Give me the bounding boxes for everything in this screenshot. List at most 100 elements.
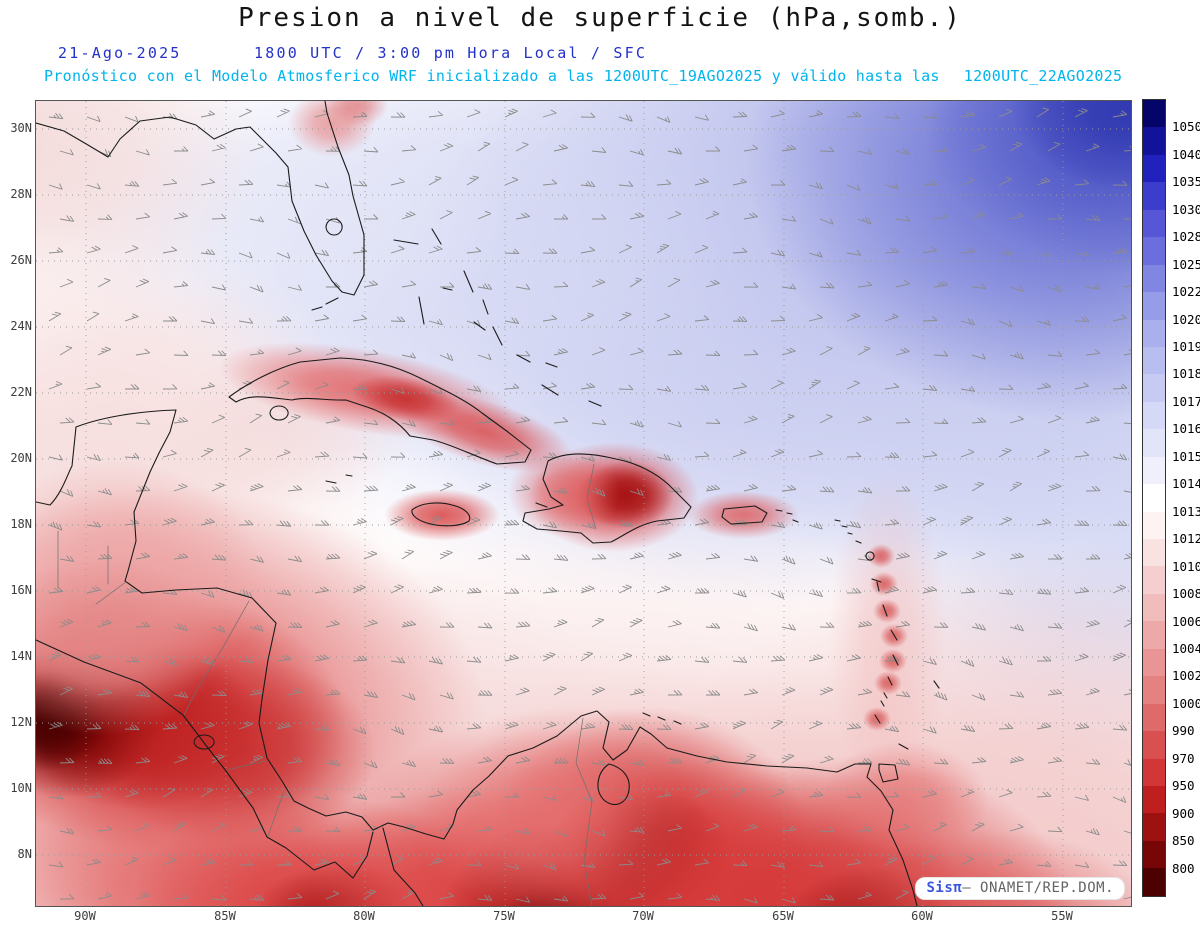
coastline-puerto-rico (721, 505, 768, 525)
lat-label: 30N (10, 121, 32, 135)
colorbar-segment (1143, 346, 1165, 375)
colorbar-segment (1143, 566, 1165, 594)
colorbar-segment (1143, 209, 1165, 238)
colorbar-label: 1010 (1169, 558, 1200, 575)
coastline-gonave (535, 502, 548, 508)
colorbar-segment (1143, 401, 1165, 430)
lon-label: 90W (74, 909, 96, 923)
lake-nicaragua (193, 734, 215, 750)
colorbar-label: 1018 (1169, 366, 1200, 383)
colorbar-label: 990 (1169, 723, 1198, 740)
colorbar-label: 1020 (1169, 311, 1200, 328)
coastline-florida-keys (311, 297, 339, 311)
colorbar-segment (1143, 648, 1165, 677)
colorbar-segment (1143, 703, 1165, 732)
lat-label: 28N (10, 187, 32, 201)
lat-label: 26N (10, 253, 32, 267)
map-area: Sisπ– ONAMET/REP.DOM. (35, 100, 1132, 907)
colorbar-label: 1030 (1169, 201, 1200, 218)
colorbar-label: 1050 (1169, 119, 1200, 136)
lat-label: 8N (17, 847, 32, 861)
border-lines (57, 463, 597, 906)
lake-okeechobee (325, 218, 343, 236)
colorbar-label: 1017 (1169, 393, 1200, 410)
lat-label: 22N (10, 385, 32, 399)
colorbar-label: 1015 (1169, 448, 1200, 465)
watermark-brand: Sisπ (926, 880, 963, 896)
coastline-mainland-caribbean (36, 409, 918, 906)
lat-label: 16N (10, 583, 32, 597)
lon-label: 65W (772, 909, 794, 923)
colorbar-segment (1143, 127, 1165, 155)
coastline-pacific-central-america (36, 639, 424, 906)
colorbar-label: 1014 (1169, 476, 1200, 493)
colorbar-label: 800 (1169, 860, 1198, 877)
lon-label: 55W (1051, 909, 1073, 923)
colorbar-label: 900 (1169, 805, 1198, 822)
colorbar-segment (1143, 621, 1165, 649)
colorbar-label: 1006 (1169, 613, 1200, 630)
coastline-gulf-florida (36, 101, 365, 296)
lon-label: 75W (493, 909, 515, 923)
colorbar-segment (1143, 511, 1165, 539)
lat-label: 18N (10, 517, 32, 531)
colorbar-label: 1040 (1169, 146, 1200, 163)
country-borders (57, 463, 597, 906)
watermark-source: – ONAMET/REP.DOM. (962, 880, 1114, 896)
colorbar-label: 1016 (1169, 421, 1200, 438)
wind-barbs-path (48, 107, 1131, 904)
lon-label: 70W (632, 909, 654, 923)
lat-label: 20N (10, 451, 32, 465)
coastline-cayman (325, 474, 353, 484)
lon-label: 85W (214, 909, 236, 923)
coastline-trinidad (878, 763, 899, 783)
colorbar-segment (1143, 319, 1165, 347)
coastline-cuba (228, 357, 532, 465)
forecast-text: Pronóstico con el Modelo Atmosferico WRF… (44, 67, 940, 85)
colorbar-label: 1022 (1169, 284, 1200, 301)
colorbar-label: 1008 (1169, 586, 1200, 603)
lon-label: 60W (911, 909, 933, 923)
colorbar-segment (1143, 264, 1165, 293)
colorbar-segment (1143, 237, 1165, 265)
date-label: 21-Ago-2025 (58, 44, 182, 62)
page-title: Presion a nivel de superficie (hPa,somb.… (238, 3, 962, 33)
lake-maracaibo (597, 763, 630, 806)
colorbar-segment (1143, 154, 1165, 183)
colorbar-segment (1143, 676, 1165, 704)
lat-label: 10N (10, 781, 32, 795)
colorbar-segment (1143, 456, 1165, 485)
coastline-jamaica (411, 502, 471, 527)
colorbar-segment (1143, 593, 1165, 622)
time-label: 1800 UTC / 3:00 pm Hora Local / SFC (254, 44, 648, 62)
map-overlay (36, 101, 1131, 906)
colorbar-segment (1143, 292, 1165, 320)
colorbar-label: 1035 (1169, 174, 1200, 191)
colorbar-label: 1013 (1169, 503, 1200, 520)
coastlines (36, 101, 940, 906)
forecast-line: Pronóstico con el Modelo Atmosferico WRF… (44, 67, 1122, 85)
colorbar-label: 1028 (1169, 229, 1200, 246)
coastline-bahamas (393, 228, 602, 407)
colorbar-segment (1143, 539, 1165, 567)
graticule-lines (36, 101, 1131, 906)
colorbar-label: 1025 (1169, 256, 1200, 273)
colorbar-segment (1143, 374, 1165, 402)
colorbar-segment (1143, 182, 1165, 210)
coastline-isle-of-youth (269, 405, 289, 421)
colorbar-segment (1143, 813, 1165, 841)
colorbar-label: 1012 (1169, 531, 1200, 548)
datetime-line: 21-Ago-2025 1800 UTC / 3:00 pm Hora Loca… (0, 44, 1200, 64)
colorbar-segment (1143, 100, 1165, 128)
lat-label: 12N (10, 715, 32, 729)
coastline-abc-islands (642, 712, 682, 725)
coastline-lesser-antilles (834, 519, 940, 750)
lat-label: 14N (10, 649, 32, 663)
colorbar-segment (1143, 840, 1165, 869)
colorbar-label: 1004 (1169, 640, 1200, 657)
colorbar-label: 950 (1169, 778, 1198, 795)
colorbar-segment (1143, 758, 1165, 786)
forecast-valid-until: 1200UTC_22AGO2025 (963, 67, 1123, 85)
watermark: Sisπ– ONAMET/REP.DOM. (915, 877, 1125, 900)
lat-label: 24N (10, 319, 32, 333)
